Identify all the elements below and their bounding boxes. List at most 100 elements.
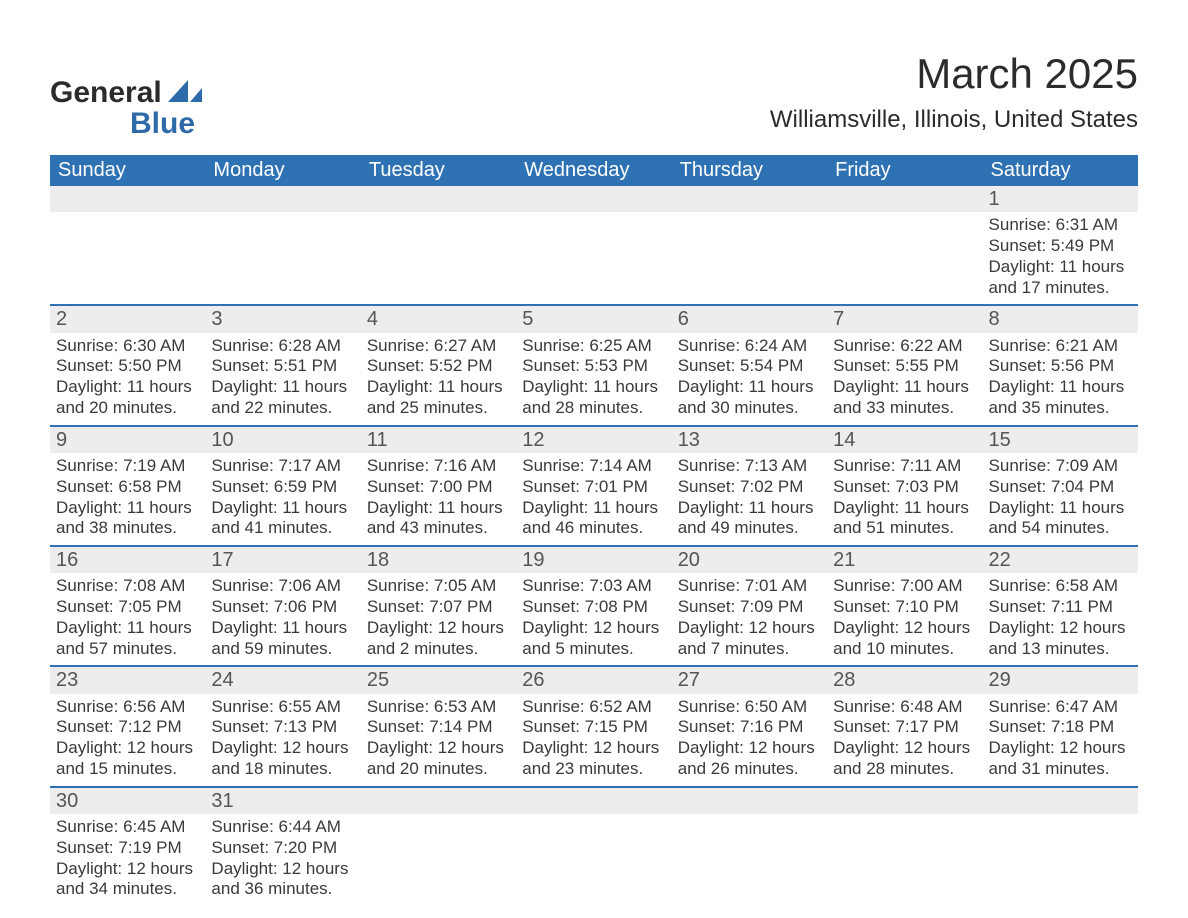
calendar-day-cell: 20Sunrise: 7:01 AMSunset: 7:09 PMDayligh… [672, 545, 827, 665]
daylight-text: and 25 minutes. [367, 398, 510, 419]
sunrise-text: Sunrise: 7:11 AM [833, 456, 976, 477]
weekday-header: Friday [827, 155, 982, 186]
calendar-day-cell: 4Sunrise: 6:27 AMSunset: 5:52 PMDaylight… [361, 304, 516, 424]
sunset-text: Sunset: 5:52 PM [367, 356, 510, 377]
calendar-week-row: 9Sunrise: 7:19 AMSunset: 6:58 PMDaylight… [50, 425, 1138, 545]
day-number: 23 [50, 665, 205, 693]
sunrise-text: Sunrise: 7:14 AM [522, 456, 665, 477]
daylight-text: Daylight: 11 hours [989, 257, 1132, 278]
calendar-day-cell: 30Sunrise: 6:45 AMSunset: 7:19 PMDayligh… [50, 786, 205, 906]
weekday-header: Tuesday [361, 155, 516, 186]
daylight-text: Daylight: 11 hours [367, 377, 510, 398]
sunset-text: Sunset: 7:09 PM [678, 597, 821, 618]
daylight-text: Daylight: 12 hours [367, 618, 510, 639]
daylight-text: and 15 minutes. [56, 759, 199, 780]
calendar-empty-cell [50, 186, 205, 304]
sunset-text: Sunset: 5:51 PM [211, 356, 354, 377]
day-number [205, 186, 360, 212]
daylight-text: and 13 minutes. [989, 639, 1132, 660]
daylight-text: Daylight: 12 hours [678, 618, 821, 639]
sunset-text: Sunset: 7:16 PM [678, 717, 821, 738]
daylight-text: Daylight: 12 hours [367, 738, 510, 759]
day-number: 25 [361, 665, 516, 693]
sunrise-text: Sunrise: 7:13 AM [678, 456, 821, 477]
calendar-day-cell: 19Sunrise: 7:03 AMSunset: 7:08 PMDayligh… [516, 545, 671, 665]
sunrise-text: Sunrise: 7:19 AM [56, 456, 199, 477]
sunset-text: Sunset: 5:54 PM [678, 356, 821, 377]
sunrise-text: Sunrise: 6:50 AM [678, 697, 821, 718]
sunset-text: Sunset: 7:05 PM [56, 597, 199, 618]
calendar-day-cell: 1Sunrise: 6:31 AMSunset: 5:49 PMDaylight… [983, 186, 1138, 304]
day-number [983, 786, 1138, 814]
daylight-text: and 28 minutes. [522, 398, 665, 419]
day-number [672, 786, 827, 814]
calendar-day-cell: 6Sunrise: 6:24 AMSunset: 5:54 PMDaylight… [672, 304, 827, 424]
daylight-text: Daylight: 11 hours [678, 498, 821, 519]
sunrise-text: Sunrise: 6:24 AM [678, 336, 821, 357]
daylight-text: Daylight: 11 hours [56, 377, 199, 398]
daylight-text: and 23 minutes. [522, 759, 665, 780]
sunrise-text: Sunrise: 6:56 AM [56, 697, 199, 718]
daylight-text: and 38 minutes. [56, 518, 199, 539]
daylight-text: Daylight: 11 hours [367, 498, 510, 519]
sunset-text: Sunset: 5:53 PM [522, 356, 665, 377]
daylight-text: and 36 minutes. [211, 879, 354, 900]
weekday-header: Sunday [50, 155, 205, 186]
sunrise-text: Sunrise: 7:01 AM [678, 576, 821, 597]
daylight-text: Daylight: 11 hours [56, 618, 199, 639]
sunrise-text: Sunrise: 6:48 AM [833, 697, 976, 718]
daylight-text: Daylight: 11 hours [211, 377, 354, 398]
calendar-day-cell: 25 Sunrise: 6:53 AMSunset: 7:14 PMDayligh… [361, 665, 516, 785]
calendar-day-cell: 8Sunrise: 6:21 AMSunset: 5:56 PMDaylight… [983, 304, 1138, 424]
sunrise-text: Sunrise: 6:53 AM [367, 697, 510, 718]
calendar-empty-cell [361, 786, 516, 906]
day-number [361, 786, 516, 814]
day-number: 28 [827, 665, 982, 693]
daylight-text: Daylight: 12 hours [833, 738, 976, 759]
daylight-text: and 26 minutes. [678, 759, 821, 780]
day-number: 2 [50, 304, 205, 332]
sunrise-text: Sunrise: 7:09 AM [989, 456, 1132, 477]
sunset-text: Sunset: 7:19 PM [56, 838, 199, 859]
daylight-text: and 51 minutes. [833, 518, 976, 539]
daylight-text: and 35 minutes. [989, 398, 1132, 419]
day-number: 22 [983, 545, 1138, 573]
daylight-text: and 18 minutes. [211, 759, 354, 780]
sunset-text: Sunset: 7:18 PM [989, 717, 1132, 738]
sunset-text: Sunset: 7:10 PM [833, 597, 976, 618]
calendar-empty-cell [672, 786, 827, 906]
daylight-text: Daylight: 12 hours [678, 738, 821, 759]
day-number: 1 [983, 186, 1138, 212]
day-number: 16 [50, 545, 205, 573]
sunrise-text: Sunrise: 6:22 AM [833, 336, 976, 357]
day-number: 29 [983, 665, 1138, 693]
daylight-text: and 34 minutes. [56, 879, 199, 900]
month-title: March 2025 [770, 50, 1138, 98]
calendar-week-row: 23Sunrise: 6:56 AMSunset: 7:12 PMDayligh… [50, 665, 1138, 785]
weekday-header: Monday [205, 155, 360, 186]
sunrise-text: Sunrise: 6:25 AM [522, 336, 665, 357]
sunrise-text: Sunrise: 6:52 AM [522, 697, 665, 718]
day-number: 19 [516, 545, 671, 573]
calendar-empty-cell [983, 786, 1138, 906]
daylight-text: Daylight: 12 hours [56, 859, 199, 880]
day-number: 5 [516, 304, 671, 332]
sunset-text: Sunset: 7:14 PM [367, 717, 510, 738]
day-number: 18 [361, 545, 516, 573]
calendar-day-cell: 23Sunrise: 6:56 AMSunset: 7:12 PMDayligh… [50, 665, 205, 785]
daylight-text: and 7 minutes. [678, 639, 821, 660]
sunset-text: Sunset: 5:49 PM [989, 236, 1132, 257]
logo: General Blue [50, 50, 202, 137]
sunset-text: Sunset: 7:06 PM [211, 597, 354, 618]
calendar-empty-cell [516, 186, 671, 304]
daylight-text: and 46 minutes. [522, 518, 665, 539]
calendar-empty-cell [516, 786, 671, 906]
sunset-text: Sunset: 7:00 PM [367, 477, 510, 498]
calendar-day-cell: 21Sunrise: 7:00 AMSunset: 7:10 PMDayligh… [827, 545, 982, 665]
daylight-text: Daylight: 12 hours [989, 618, 1132, 639]
day-number: 3 [205, 304, 360, 332]
calendar-day-cell: 13Sunrise: 7:13 AMSunset: 7:02 PMDayligh… [672, 425, 827, 545]
calendar-table: Sunday Monday Tuesday Wednesday Thursday… [50, 155, 1138, 906]
calendar-day-cell: 2Sunrise: 6:30 AMSunset: 5:50 PMDaylight… [50, 304, 205, 424]
day-number: 17 [205, 545, 360, 573]
